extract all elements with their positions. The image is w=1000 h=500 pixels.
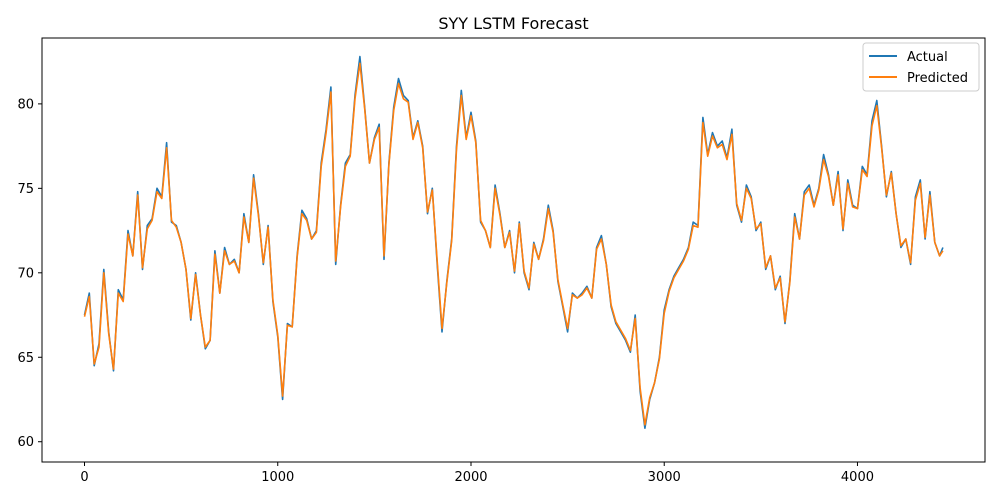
x-tick-label: 2000 [454, 470, 487, 485]
y-tick-label: 60 [17, 435, 34, 450]
y-tick-label: 75 [17, 182, 34, 197]
x-tick-label: 0 [80, 470, 88, 485]
x-tick-label: 1000 [261, 470, 294, 485]
y-axis: 60 65 70 75 80 [17, 97, 42, 450]
series-layer [83, 55, 944, 430]
y-tick-label: 80 [17, 97, 34, 112]
y-tick-label: 65 [17, 351, 34, 366]
x-tick-label: 3000 [648, 470, 681, 485]
x-axis: 0 1000 2000 3000 4000 [80, 462, 874, 485]
series-line-predicted [83, 62, 944, 426]
plot-frame [41, 37, 986, 463]
legend-label-actual: Actual [907, 50, 948, 65]
legend: Actual Predicted [862, 42, 980, 92]
y-tick-label: 70 [17, 266, 34, 281]
legend-label-predicted: Predicted [907, 71, 968, 86]
x-tick-label: 4000 [841, 470, 874, 485]
chart-title: SYY LSTM Forecast [438, 14, 588, 33]
